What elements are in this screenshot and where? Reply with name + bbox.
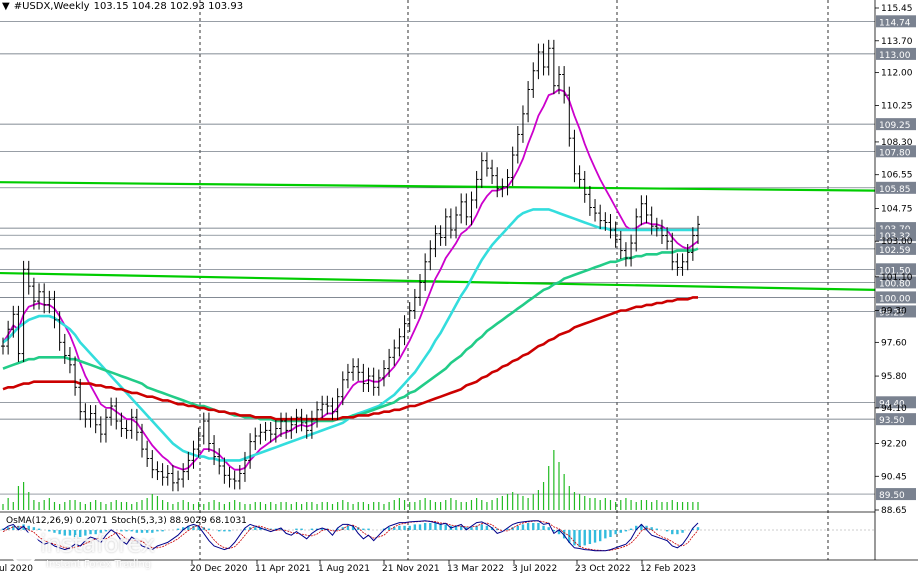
level-badge bbox=[876, 118, 916, 131]
y-tick-label: 103.00 bbox=[881, 237, 913, 247]
level-label: 102.59 bbox=[879, 246, 911, 256]
symbol-label: #USDX,Weekly bbox=[13, 1, 90, 12]
x-tick-label: 1 Aug 2021 bbox=[318, 564, 370, 574]
y-tick-label: 88.65 bbox=[881, 506, 907, 516]
level-badge bbox=[876, 181, 916, 194]
level-label: 113.00 bbox=[879, 51, 911, 61]
osma-label: OsMA(12,26,9) 0.2071 bbox=[6, 516, 108, 526]
y-tick-label: 108.30 bbox=[881, 138, 913, 148]
level-badge bbox=[876, 229, 916, 242]
level-badge bbox=[876, 396, 916, 409]
y-tick-label: 99.30 bbox=[881, 307, 907, 317]
x-tick-label: 11 Apr 2021 bbox=[255, 564, 311, 574]
y-tick-label: 95.80 bbox=[881, 372, 907, 382]
x-tick-label: 3 Jul 2022 bbox=[512, 564, 557, 574]
indicator-header: OsMA(12,26,9) 0.2071 Stoch(5,3,3) 88.9029… bbox=[6, 516, 251, 526]
level-badge bbox=[876, 276, 916, 289]
level-label: 114.74 bbox=[879, 18, 911, 28]
trend-line-upper bbox=[0, 181, 876, 192]
y-tick-label: 110.25 bbox=[881, 101, 913, 111]
x-tick-label: 13 Mar 2022 bbox=[447, 564, 504, 574]
y-tick-label: 106.55 bbox=[881, 171, 913, 181]
level-label: 105.85 bbox=[879, 185, 911, 195]
level-badge bbox=[876, 291, 916, 304]
x-tick-label: 21 Nov 2021 bbox=[382, 564, 440, 574]
ohlc-values: 103.15 104.28 102.93 103.93 bbox=[93, 1, 244, 12]
level-label: 107.80 bbox=[879, 148, 911, 158]
level-badge bbox=[876, 263, 916, 276]
level-label: 100.80 bbox=[879, 279, 911, 289]
time-axis: 19 Jul 2020 20 Dec 2020 11 Apr 2021 1 Aug 2… bbox=[0, 559, 918, 574]
volume-bars bbox=[2, 450, 699, 510]
level-label: 109.25 bbox=[879, 121, 911, 131]
x-tick-label: 19 Jul 2020 bbox=[0, 564, 33, 574]
level-label: 100.00 bbox=[879, 294, 911, 304]
y-tick-label: 112.00 bbox=[881, 69, 913, 79]
y-tick-label: 92.20 bbox=[881, 440, 907, 450]
trend-lines bbox=[0, 181, 876, 292]
y-tick-label: 113.70 bbox=[881, 37, 913, 47]
stoch-label: Stoch(5,3,3) 88.9029 68.1031 bbox=[111, 516, 247, 526]
y-tick-label: 94.10 bbox=[881, 404, 907, 414]
level-label: 101.50 bbox=[879, 266, 911, 276]
x-tick-label: 12 Feb 2023 bbox=[640, 564, 696, 574]
y-tick-label: 101.10 bbox=[881, 273, 913, 283]
ema-fast-line bbox=[2, 88, 699, 471]
x-tick-label: 23 Oct 2022 bbox=[575, 564, 631, 574]
price-axis: 114.74113.00109.25107.80105.85103.70103.… bbox=[874, 0, 916, 560]
level-badge bbox=[876, 305, 916, 318]
level-label: 93.50 bbox=[879, 416, 905, 426]
y-tick-label: 104.75 bbox=[881, 204, 913, 214]
stoch-main-line bbox=[2, 520, 699, 552]
level-badge bbox=[876, 488, 916, 501]
level-badge bbox=[876, 47, 916, 60]
x-tick-label: 20 Dec 2020 bbox=[190, 564, 248, 574]
trend-line-lower bbox=[0, 271, 876, 292]
y-tick-label: 115.45 bbox=[881, 4, 913, 14]
ema-long-line bbox=[2, 296, 698, 421]
level-label: 103.32 bbox=[879, 232, 911, 242]
y-tick-label: 90.45 bbox=[881, 472, 907, 482]
price-candles bbox=[1, 39, 700, 492]
dropdown-triangle-icon[interactable]: ▼ bbox=[2, 1, 10, 12]
oscillator-pane bbox=[0, 511, 875, 552]
level-label: 94.40 bbox=[879, 399, 905, 409]
level-label: 89.50 bbox=[879, 491, 905, 501]
level-badge bbox=[876, 15, 916, 28]
level-badge bbox=[876, 242, 916, 255]
y-tick-label: 97.60 bbox=[881, 338, 907, 348]
moving-averages bbox=[2, 88, 699, 471]
level-badge bbox=[876, 413, 916, 426]
symbol-header: ▼ #USDX,Weekly 103.15 104.28 102.93 103.93 bbox=[2, 1, 247, 12]
level-badge bbox=[876, 145, 916, 158]
level-label: 99.25 bbox=[879, 308, 905, 318]
